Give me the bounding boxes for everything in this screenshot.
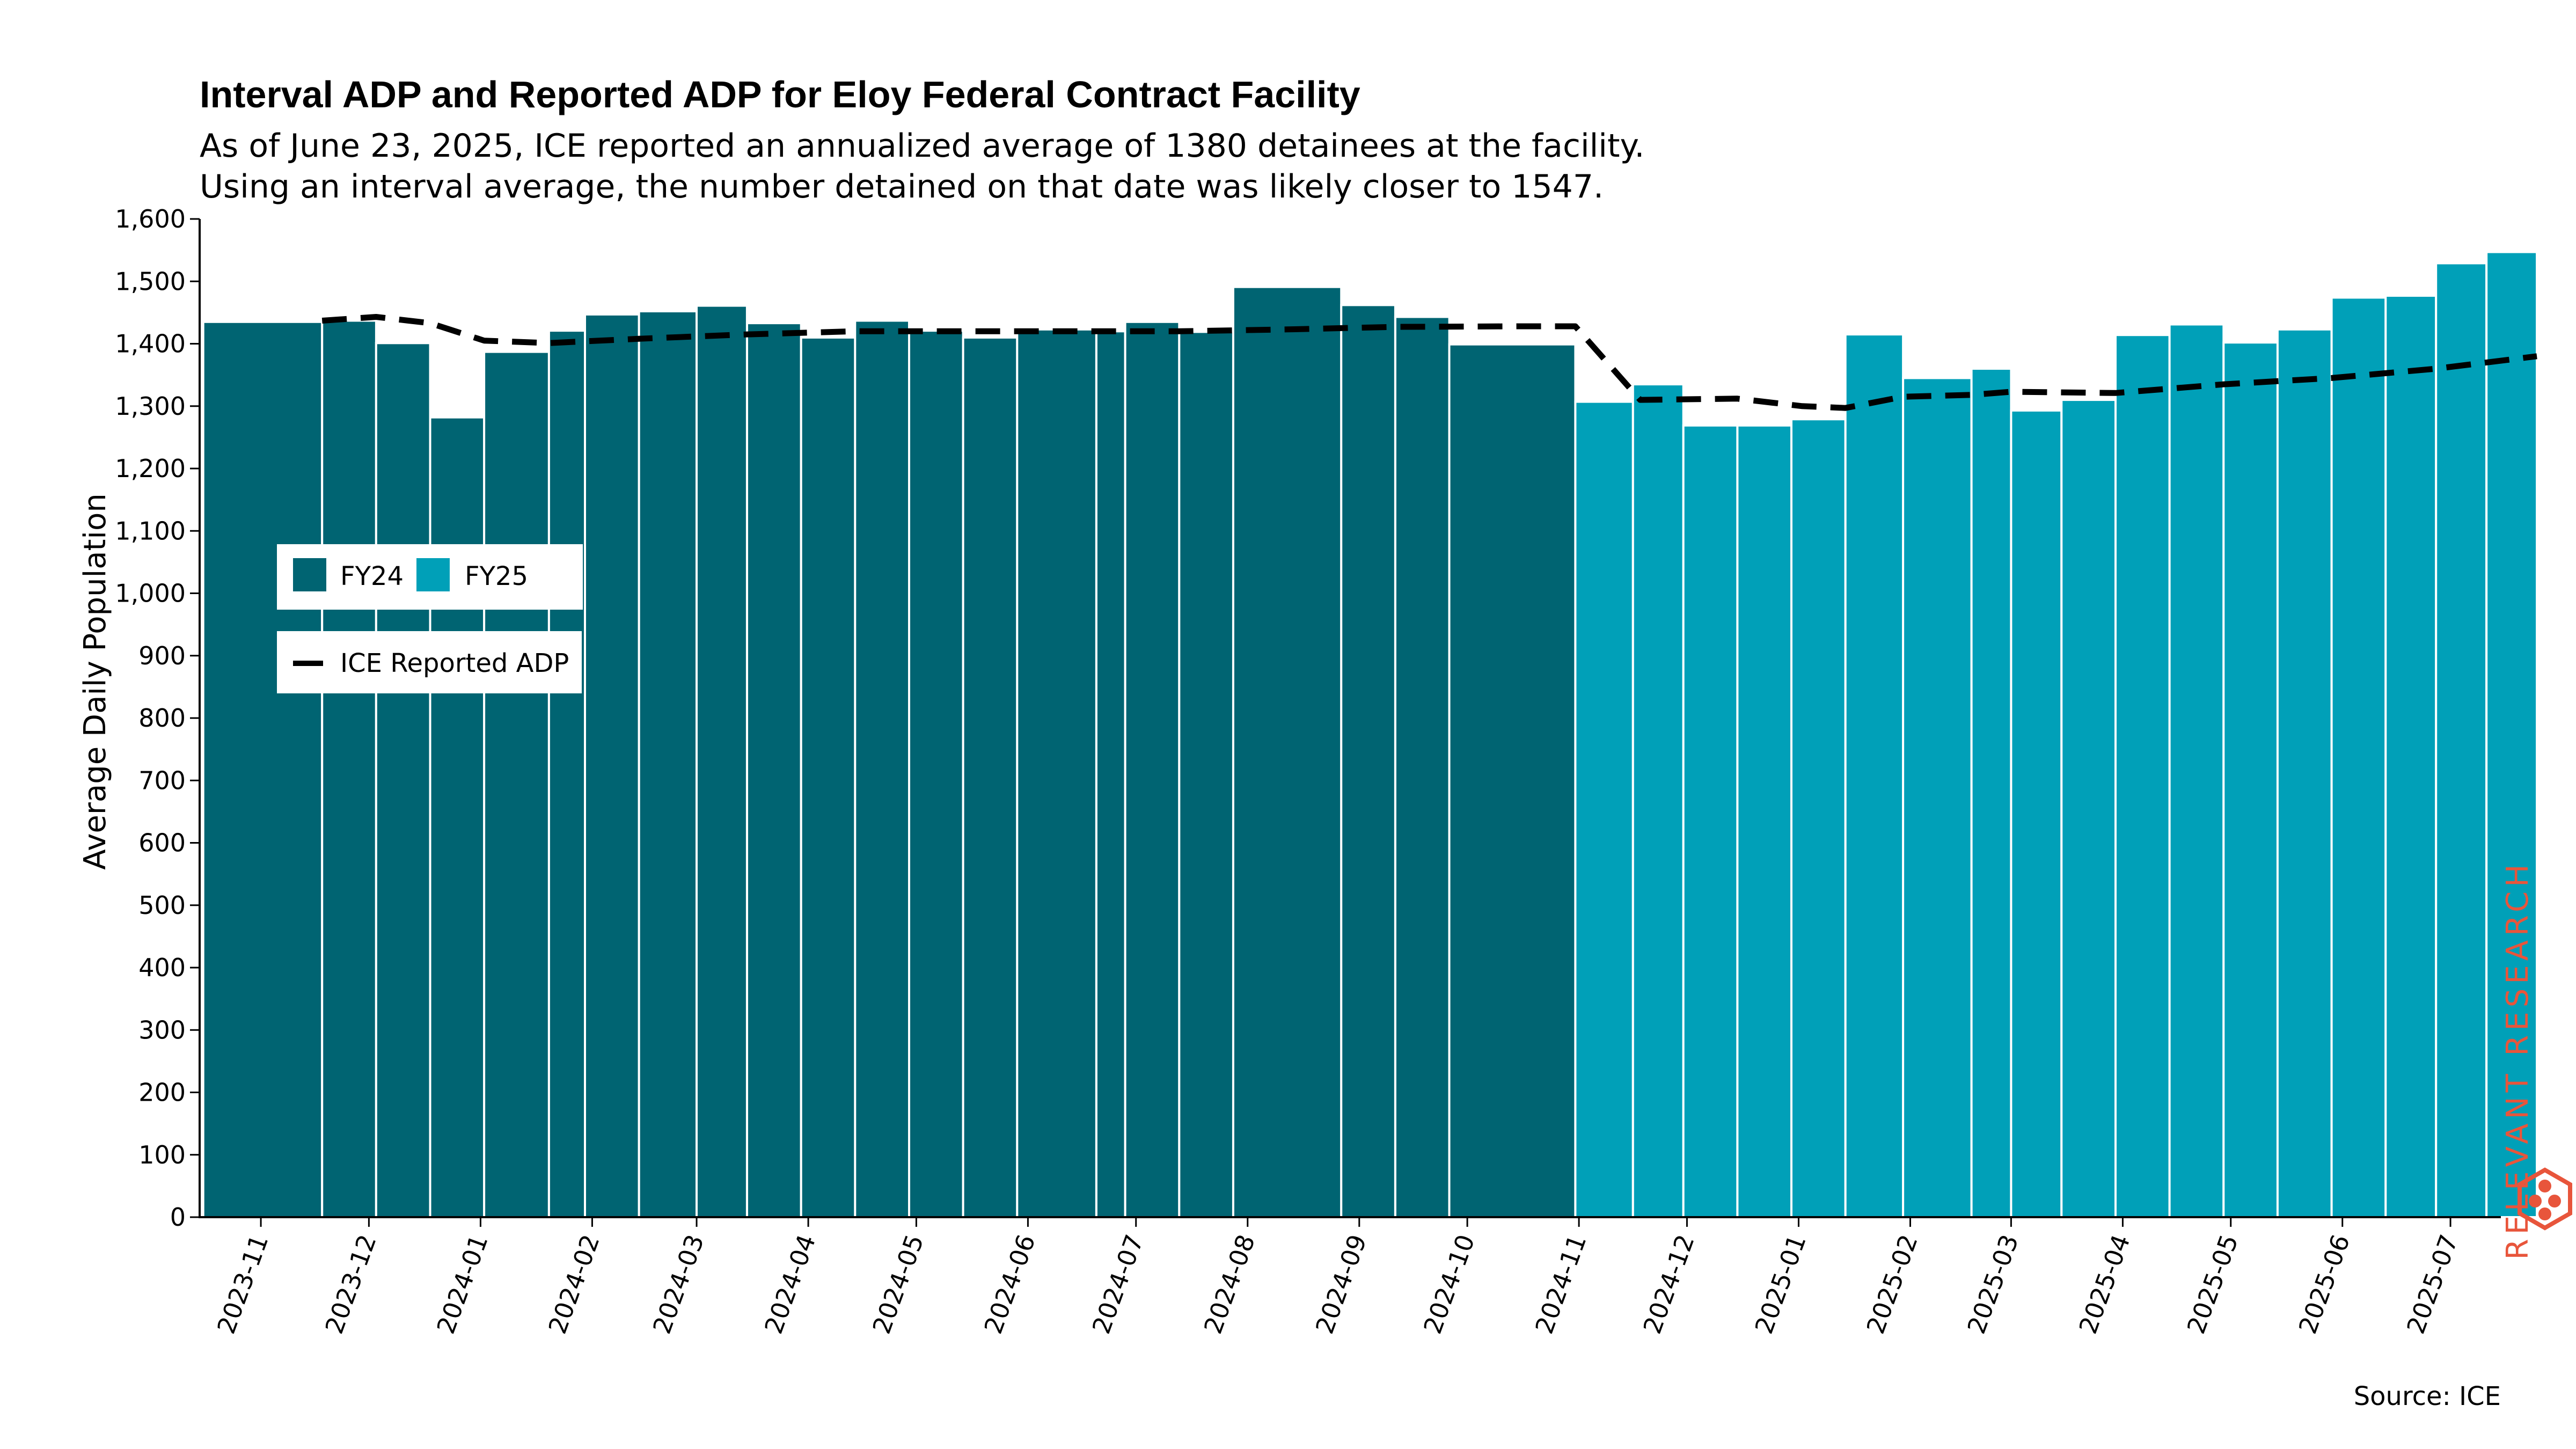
y-tick-label: 800 xyxy=(138,704,186,733)
y-tick-label: 300 xyxy=(138,1015,186,1044)
fy24-bar-16 xyxy=(1095,330,1126,1219)
fy25-bar-15 xyxy=(2330,296,2387,1218)
y-tick-label: 100 xyxy=(138,1140,186,1169)
fy25-bar-4 xyxy=(1736,424,1793,1218)
fy24-bar-18 xyxy=(1178,331,1235,1218)
source-note: Source: ICE xyxy=(2354,1381,2501,1411)
fy25-bar-18 xyxy=(2485,251,2538,1219)
fy24-bar-1 xyxy=(202,320,324,1218)
y-tick-label: 700 xyxy=(138,766,186,795)
chart-title: Interval ADP and Reported ADP for Eloy F… xyxy=(200,74,1360,115)
y-tick-label: 500 xyxy=(138,891,186,920)
fy25-bar-1 xyxy=(1574,400,1634,1218)
fy25-bar-2 xyxy=(1631,383,1685,1218)
y-axis-label: Average Daily Population xyxy=(78,493,113,869)
fy25-bar-10 xyxy=(2060,399,2117,1218)
y-tick-label: 600 xyxy=(138,829,186,858)
fy25-bar-17 xyxy=(2435,262,2488,1218)
y-tick-label: 1,000 xyxy=(115,579,186,608)
fy25-bar-7 xyxy=(1902,377,1973,1218)
y-tick-label: 1,600 xyxy=(115,204,186,233)
fy24-bar-6 xyxy=(547,330,587,1218)
fy25-bar-16 xyxy=(2384,295,2438,1218)
y-tick-label: 0 xyxy=(170,1203,186,1232)
fy24-bar-19 xyxy=(1232,286,1343,1219)
reported-adp-line xyxy=(321,314,2537,411)
fy24-bar-12 xyxy=(854,319,911,1218)
watermark-logo-icon xyxy=(2518,1167,2572,1231)
fy25-bar-5 xyxy=(1790,418,1847,1219)
legend-bars: FY24 FY25 xyxy=(277,544,583,610)
legend-fy25-label: FY25 xyxy=(465,561,528,591)
legend-fy24-swatch xyxy=(293,558,326,591)
fy24-bar-10 xyxy=(746,322,802,1218)
chart-subtitle-line-1: As of June 23, 2025, ICE reported an ann… xyxy=(200,127,1645,165)
y-tick-label: 1,100 xyxy=(115,516,186,545)
bars-layer xyxy=(202,251,2538,1219)
legend-fy25-swatch xyxy=(416,558,450,591)
watermark: RELEVANT RESEARCH xyxy=(2500,860,2572,1260)
fy24-bar-7 xyxy=(584,313,640,1218)
fy25-bar-8 xyxy=(1970,368,2012,1218)
fy24-bar-14 xyxy=(962,336,1019,1218)
fy24-bar-22 xyxy=(1448,343,1577,1219)
y-tick-label: 1,500 xyxy=(115,267,186,296)
fy24-bar-15 xyxy=(1016,328,1097,1218)
fy24-bar-11 xyxy=(800,336,857,1218)
fy25-bar-12 xyxy=(2168,323,2225,1218)
y-tick-label: 900 xyxy=(138,641,186,670)
fy25-bar-14 xyxy=(2276,328,2333,1218)
fy24-bar-17 xyxy=(1124,320,1181,1218)
fy24-bar-9 xyxy=(696,304,748,1218)
fy24-bar-4 xyxy=(429,416,486,1219)
fy25-bar-3 xyxy=(1682,424,1739,1218)
fy24-bar-5 xyxy=(483,350,550,1218)
chart-subtitle-line-2: Using an interval average, the number de… xyxy=(200,168,1604,206)
legend-fy24-label: FY24 xyxy=(340,561,404,591)
y-tick-label: 400 xyxy=(138,953,186,982)
fy25-bar-6 xyxy=(1844,333,1905,1218)
line-layer xyxy=(321,314,2537,411)
legend-line-box xyxy=(277,631,582,693)
y-tick-label: 200 xyxy=(138,1078,186,1107)
fy24-bar-2 xyxy=(321,319,377,1218)
legend-line-label: ICE Reported ADP xyxy=(340,648,569,678)
legend-line: ICE Reported ADP xyxy=(277,631,582,693)
y-tick-label: 1,300 xyxy=(115,392,186,421)
y-tick-label: 1,200 xyxy=(115,454,186,483)
fy25-bar-11 xyxy=(2114,334,2171,1219)
fy24-bar-13 xyxy=(908,330,964,1218)
fy24-bar-3 xyxy=(375,342,431,1218)
fy24-bar-8 xyxy=(638,310,698,1218)
fy24-bar-20 xyxy=(1340,304,1396,1218)
fy25-bar-9 xyxy=(2010,409,2063,1218)
fy25-bar-13 xyxy=(2222,341,2279,1219)
y-tick-label: 1,400 xyxy=(115,330,186,358)
fy24-bar-21 xyxy=(1394,316,1451,1218)
